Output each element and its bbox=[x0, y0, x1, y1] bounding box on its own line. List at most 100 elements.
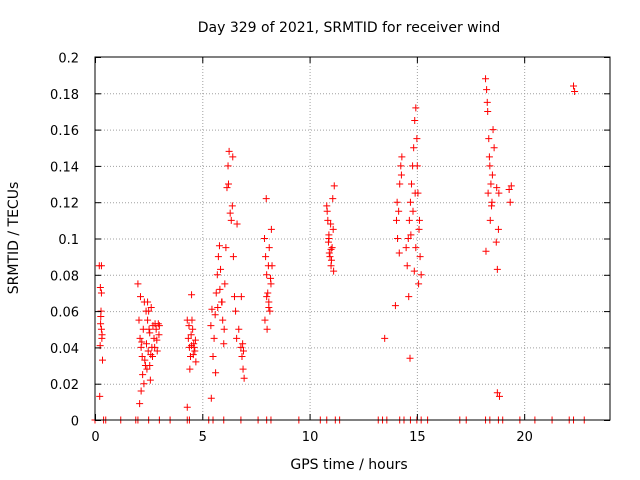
data-point bbox=[136, 334, 144, 342]
data-point bbox=[486, 162, 494, 170]
data-point bbox=[229, 153, 237, 161]
data-point bbox=[136, 293, 144, 301]
data-point bbox=[97, 325, 105, 333]
y-axis-title: SRMTID / TECUs bbox=[6, 182, 22, 295]
data-point bbox=[417, 271, 425, 279]
data-point bbox=[263, 325, 271, 333]
data-point bbox=[153, 347, 161, 355]
data-point bbox=[265, 303, 273, 311]
data-point bbox=[207, 322, 215, 330]
data-point bbox=[143, 365, 151, 373]
x-tick-label: 20 bbox=[516, 430, 533, 445]
data-point bbox=[405, 216, 413, 224]
data-point bbox=[223, 184, 231, 192]
data-point bbox=[398, 153, 406, 161]
data-point bbox=[97, 313, 105, 321]
data-point bbox=[392, 216, 400, 224]
data-point bbox=[489, 126, 497, 134]
x-tick-label: 10 bbox=[302, 430, 319, 445]
data-point bbox=[191, 347, 199, 355]
data-point bbox=[330, 267, 338, 275]
data-point bbox=[138, 352, 146, 360]
data-point bbox=[146, 362, 154, 370]
data-point bbox=[96, 284, 104, 292]
data-point bbox=[484, 189, 492, 197]
data-point bbox=[215, 242, 223, 250]
data-point bbox=[406, 354, 414, 362]
data-point bbox=[267, 274, 275, 282]
data-point bbox=[413, 135, 421, 143]
data-point bbox=[263, 271, 271, 279]
data-point bbox=[141, 356, 149, 364]
data-point bbox=[97, 320, 105, 328]
data-point bbox=[99, 356, 107, 364]
data-point bbox=[327, 220, 335, 228]
data-point bbox=[485, 135, 493, 143]
data-point bbox=[217, 265, 225, 273]
data-point bbox=[149, 352, 157, 360]
data-point bbox=[211, 311, 219, 319]
data-point bbox=[262, 195, 270, 203]
data-point bbox=[238, 352, 246, 360]
data-point bbox=[328, 244, 336, 252]
data-point bbox=[134, 280, 142, 288]
data-point bbox=[146, 329, 154, 337]
data-point bbox=[262, 253, 270, 261]
data-point bbox=[411, 117, 419, 125]
data-point bbox=[488, 202, 496, 210]
data-point bbox=[221, 280, 229, 288]
data-point bbox=[235, 325, 243, 333]
data-point bbox=[145, 325, 153, 333]
data-point bbox=[222, 244, 230, 252]
data-point bbox=[397, 162, 405, 170]
data-point bbox=[485, 153, 493, 161]
data-point bbox=[184, 334, 192, 342]
data-point bbox=[493, 265, 501, 273]
data-point bbox=[137, 343, 145, 351]
data-point bbox=[323, 207, 331, 215]
data-point bbox=[185, 322, 193, 330]
data-point bbox=[188, 342, 196, 350]
data-point bbox=[395, 249, 403, 257]
data-point bbox=[492, 238, 500, 246]
data-point bbox=[138, 338, 146, 346]
data-point bbox=[488, 171, 496, 179]
data-point bbox=[415, 280, 423, 288]
data-point bbox=[214, 303, 222, 311]
data-point bbox=[153, 336, 161, 344]
data-point bbox=[571, 87, 579, 95]
data-point bbox=[412, 104, 420, 112]
data-point bbox=[330, 182, 338, 190]
data-point bbox=[408, 180, 416, 188]
data-point bbox=[228, 202, 236, 210]
data-point bbox=[409, 207, 417, 215]
data-point bbox=[220, 325, 228, 333]
chart-title: Day 329 of 2021, SRMTID for receiver win… bbox=[198, 20, 501, 36]
y-tick-label: 0.04 bbox=[50, 342, 79, 357]
y-tick-label: 0.06 bbox=[50, 306, 79, 321]
data-point bbox=[139, 371, 147, 379]
data-point bbox=[218, 298, 226, 306]
data-point bbox=[135, 316, 143, 324]
data-point bbox=[410, 144, 418, 152]
data-point bbox=[416, 253, 424, 261]
data-point bbox=[209, 352, 217, 360]
grid bbox=[95, 57, 610, 420]
data-point bbox=[324, 216, 332, 224]
axis-ticks bbox=[95, 57, 610, 421]
data-point bbox=[395, 207, 403, 215]
data-point bbox=[329, 195, 337, 203]
data-point bbox=[381, 334, 389, 342]
y-tick-label: 0.02 bbox=[50, 378, 79, 393]
data-point bbox=[495, 189, 503, 197]
data-point bbox=[267, 225, 275, 233]
data-point bbox=[214, 253, 222, 261]
data-point bbox=[189, 325, 197, 333]
data-point bbox=[261, 235, 269, 242]
y-tick-label: 0.14 bbox=[50, 160, 79, 175]
data-point bbox=[189, 351, 197, 359]
data-point bbox=[393, 198, 401, 206]
data-point bbox=[212, 289, 220, 297]
data-point bbox=[506, 198, 514, 206]
data-point bbox=[406, 198, 414, 206]
